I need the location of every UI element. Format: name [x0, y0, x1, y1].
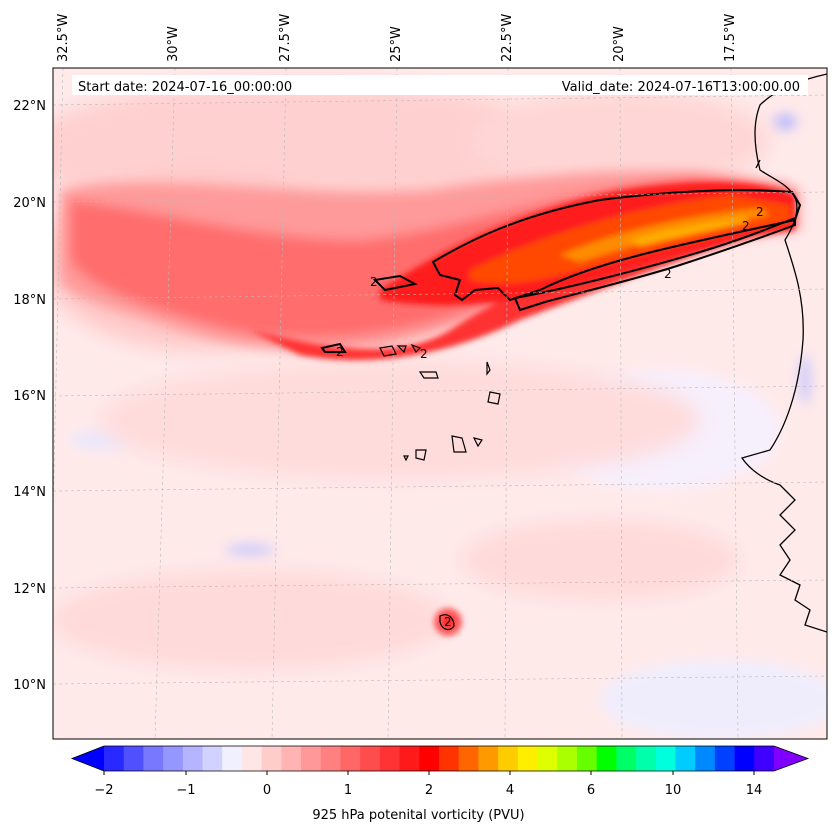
contour-label: 2 — [742, 219, 750, 233]
pv-field-high — [250, 182, 795, 636]
cb-tick: 6 — [587, 783, 595, 798]
lat-label: 14°N — [13, 485, 46, 500]
colorbar-ticks: −2 −1 0 1 2 4 6 10 14 — [94, 783, 762, 798]
contour-label: 2 — [756, 205, 764, 219]
lat-label: 18°N — [13, 293, 46, 308]
colorbar-segment — [517, 746, 539, 771]
colorbar-segment — [281, 746, 302, 771]
colorbar-segment — [655, 746, 676, 771]
lon-label: 27.5°W — [278, 14, 293, 62]
lat-label: 22°N — [13, 99, 46, 114]
colorbar-segment — [301, 746, 322, 771]
colorbar-segment — [754, 746, 775, 771]
colorbar — [70, 745, 810, 775]
colorbar-label: 925 hPa potenital vorticity (PVU) — [312, 808, 525, 823]
contour-labels: 2 2 2 2 2 2 2 — [336, 205, 764, 629]
colorbar-segment — [163, 746, 184, 771]
colorbar-segment — [360, 746, 381, 771]
colorbar-segment — [241, 746, 263, 771]
cb-tick: 1 — [344, 783, 352, 798]
contour-label: 2 — [444, 615, 452, 629]
start-date-text: Start date: 2024-07-16_00:00:00 — [78, 80, 292, 95]
cb-tick: 4 — [506, 783, 514, 798]
colorbar-segment — [478, 746, 499, 771]
colorbar-segment — [734, 746, 755, 771]
colorbar-segment — [675, 746, 696, 771]
lon-label: 20°W — [612, 26, 627, 62]
cb-tick: 2 — [425, 783, 433, 798]
colorbar-segment — [143, 746, 164, 771]
cb-tick: −2 — [94, 783, 113, 798]
colorbar-segment — [320, 746, 341, 771]
lon-label: 17.5°W — [723, 14, 738, 62]
contour-label: 2 — [336, 345, 344, 359]
colorbar-segment — [340, 746, 361, 771]
colorbar-segment — [695, 746, 716, 771]
colorbar-segment — [202, 746, 223, 771]
map-frame — [52, 67, 828, 740]
colorbar-segment — [498, 746, 519, 771]
cape-verde-islands — [379, 343, 501, 631]
lon-label: 32.5°W — [56, 14, 71, 62]
colorbar-segment — [222, 746, 243, 771]
contour-label: 2 — [420, 347, 428, 361]
colorbar-segment — [636, 746, 657, 771]
cb-tick: 14 — [746, 783, 763, 798]
african-coastline — [740, 73, 827, 633]
lat-label: 20°N — [13, 196, 46, 211]
colorbar-segment — [419, 746, 440, 771]
map-area — [53, 68, 827, 739]
latitude-labels: 22°N 20°N 18°N 16°N 14°N 12°N 10°N — [13, 99, 46, 693]
colorbar-segment — [576, 746, 598, 771]
colorbar-segment — [616, 746, 637, 771]
longitude-labels: 32.5°W 30°W 27.5°W 25°W 22.5°W 20°W 17.5… — [56, 14, 738, 62]
colorbar-segment — [182, 746, 204, 771]
graticule — [53, 68, 827, 739]
contour-label: 2 — [370, 275, 378, 289]
colorbar-segment — [557, 746, 578, 771]
contour-label: 2 — [664, 267, 672, 281]
lat-label: 16°N — [13, 389, 46, 404]
colorbar-segment — [714, 746, 736, 771]
lat-label: 10°N — [13, 678, 46, 693]
colorbar-segment — [261, 746, 282, 771]
lon-label: 25°W — [389, 26, 404, 62]
colorbar-min-extend — [72, 746, 104, 771]
colorbar-segment — [399, 746, 420, 771]
cb-tick: 10 — [665, 783, 682, 798]
header-box — [72, 75, 808, 95]
colorbar-segment — [537, 746, 558, 771]
valid-date-text: Valid_date: 2024-07-16T13:00:00.00 — [562, 80, 800, 95]
colorbar-max-extend — [774, 746, 808, 771]
colorbar-segment — [458, 746, 479, 771]
colorbar-segment — [596, 746, 617, 771]
colorbar-segment — [439, 746, 460, 771]
cb-tick: −1 — [176, 783, 195, 798]
lon-label: 22.5°W — [500, 14, 515, 62]
cb-tick: 0 — [263, 783, 271, 798]
colorbar-segment — [104, 746, 125, 771]
lat-label: 12°N — [13, 582, 46, 597]
colorbar-segment — [379, 746, 401, 771]
colorbar-segment — [123, 746, 144, 771]
lon-label: 30°W — [166, 26, 181, 62]
